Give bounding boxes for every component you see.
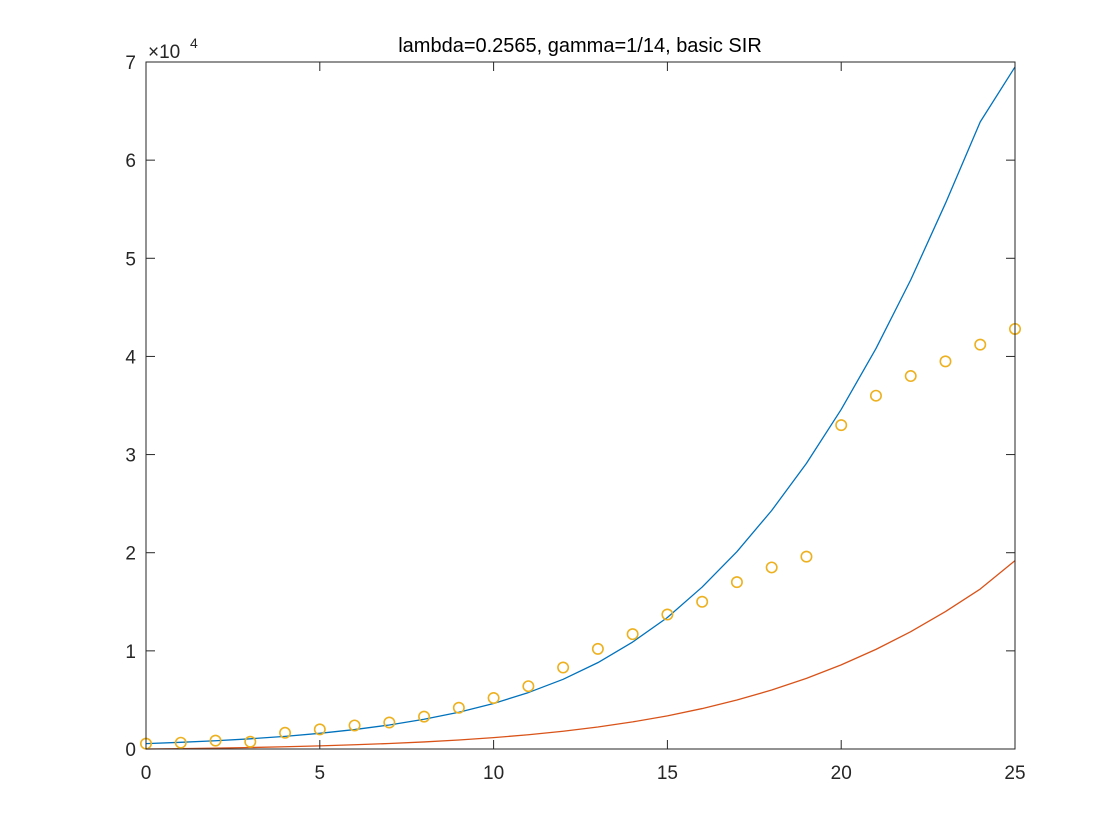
data-point: [418, 710, 431, 723]
y-tick-label: 3: [125, 446, 136, 467]
y-tick-label: 6: [125, 151, 136, 172]
data-point: [939, 355, 952, 368]
data-point: [835, 419, 848, 432]
data-point: [452, 701, 465, 714]
data-point: [557, 661, 570, 674]
data-point: [279, 726, 292, 739]
y-axis-exponent: ×10 4: [148, 35, 198, 63]
data-point: [904, 370, 917, 383]
y-tick-label: 0: [125, 740, 136, 761]
series-line-1: [145, 66, 1016, 745]
x-tick-label: 0: [141, 763, 152, 784]
data-point: [800, 550, 813, 563]
axes-background: [146, 62, 1015, 749]
series-line-2: [145, 560, 1016, 750]
data-point: [487, 691, 500, 704]
y-tick-label: 7: [125, 53, 136, 74]
data-point: [696, 595, 709, 608]
plot-area: [146, 62, 1015, 749]
x-tick-label: 5: [315, 763, 326, 784]
data-point: [348, 719, 361, 732]
ticks-layer: [145, 61, 1016, 750]
y-tick-label: 1: [125, 642, 136, 663]
data-point: [591, 642, 604, 655]
y-tick-label: 2: [125, 544, 136, 565]
data-point: [383, 716, 396, 729]
x-tick-label: 20: [831, 763, 852, 784]
x-tick-label: 15: [657, 763, 678, 784]
y-exponent-power: 4: [190, 35, 198, 51]
data-point: [765, 561, 778, 574]
x-tick-label: 25: [1004, 763, 1025, 784]
data-point: [313, 723, 326, 736]
data-point: [209, 734, 222, 747]
axes-box: [145, 61, 1016, 750]
axes-frame: [145, 61, 1016, 750]
data-point: [174, 736, 187, 749]
data-point: [661, 608, 674, 621]
data-point: [522, 680, 535, 693]
y-tick-label: 4: [125, 347, 136, 368]
data-point: [244, 735, 257, 748]
x-tick-label: 10: [483, 763, 504, 784]
y-tick-label: 5: [125, 249, 136, 270]
labels-layer: 0 5 10 15 20 25 0 1 2 3 4 5 6 7: [125, 53, 1025, 784]
data-point: [869, 389, 882, 402]
series-layer: [140, 66, 1021, 750]
y-exponent-base: ×10: [148, 42, 180, 63]
data-point: [974, 338, 987, 351]
data-point: [626, 628, 639, 641]
chart-title: lambda=0.2565, gamma=1/14, basic SIR: [398, 35, 762, 57]
data-point: [730, 576, 743, 589]
